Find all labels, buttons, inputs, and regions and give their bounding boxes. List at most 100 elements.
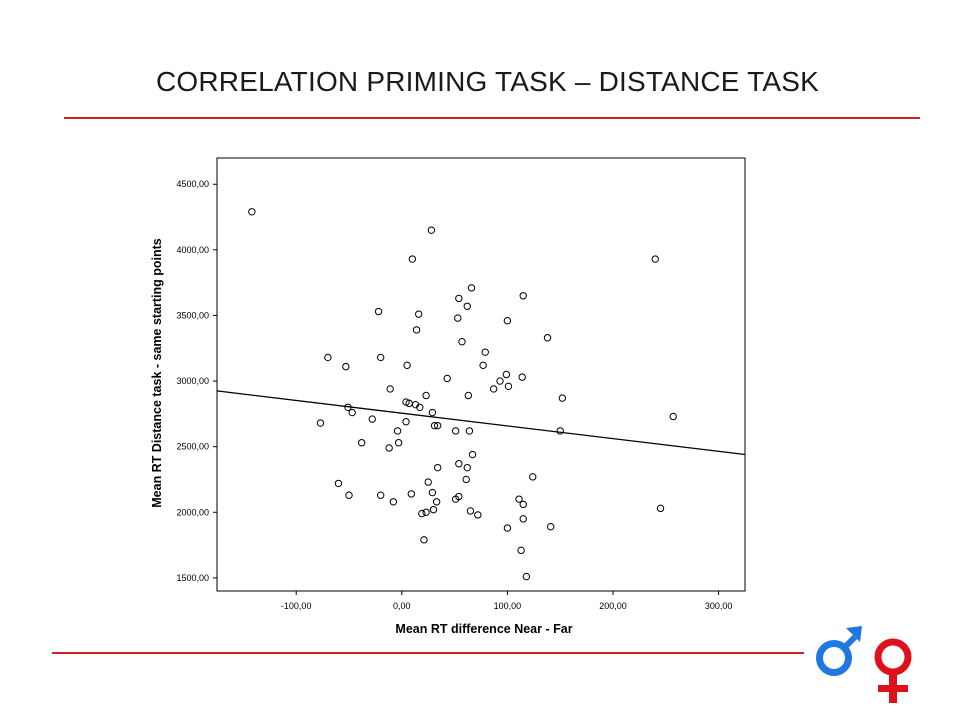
- data-point: [386, 385, 394, 393]
- data-point: [414, 310, 423, 318]
- data-point: [451, 427, 460, 435]
- x-tick-label: -100,00: [281, 601, 312, 611]
- data-point: [434, 421, 442, 430]
- data-point: [428, 408, 437, 417]
- data-point: [316, 419, 325, 427]
- y-tick-label: 4000,00: [176, 245, 209, 255]
- data-point: [376, 353, 385, 362]
- data-point: [394, 439, 403, 447]
- data-point: [458, 337, 466, 346]
- data-point: [496, 377, 504, 385]
- data-point: [522, 572, 531, 581]
- data-point: [467, 284, 476, 292]
- data-point: [479, 361, 487, 370]
- data-point: [474, 511, 482, 519]
- data-point: [374, 307, 383, 316]
- data-point: [248, 208, 256, 216]
- data-point: [463, 463, 471, 472]
- data-point: [432, 498, 441, 506]
- data-point: [407, 490, 416, 498]
- data-point: [519, 292, 527, 300]
- data-point: [422, 508, 430, 516]
- data-point: [348, 408, 356, 417]
- data-point: [517, 546, 525, 555]
- data-point: [504, 382, 513, 391]
- data-point: [428, 488, 437, 497]
- data-point: [464, 391, 473, 400]
- data-point: [558, 394, 567, 402]
- data-point: [455, 460, 463, 468]
- y-tick-label: 1500,00: [176, 573, 209, 583]
- data-point: [429, 505, 438, 514]
- data-point: [515, 495, 523, 503]
- y-tick-label: 2000,00: [176, 507, 209, 517]
- data-point: [376, 491, 385, 499]
- y-tick-label: 3500,00: [176, 310, 209, 320]
- data-point: [424, 478, 432, 486]
- data-point: [403, 361, 411, 370]
- data-point: [393, 427, 402, 435]
- data-point: [466, 507, 475, 515]
- data-point: [481, 348, 489, 356]
- data-point: [334, 479, 343, 488]
- data-point: [543, 334, 552, 342]
- plot-frame: [216, 157, 746, 592]
- data-point: [503, 524, 512, 532]
- data-point: [468, 450, 477, 459]
- y-axis-ticks: 1500,00 2000,00 2500,00 3000,00 3500,00 4000,…: [176, 179, 217, 583]
- data-point: [324, 353, 332, 362]
- data-point: [489, 385, 498, 393]
- data-point: [519, 515, 527, 523]
- data-point: [368, 415, 376, 423]
- data-point: [651, 255, 659, 263]
- data-point: [656, 504, 665, 513]
- title-underline: [64, 117, 920, 119]
- data-point: [416, 403, 424, 412]
- y-axis-title: Mean RT Distance task - same starting po…: [150, 238, 164, 508]
- x-tick-label: 300,00: [705, 601, 733, 611]
- data-points: [248, 208, 677, 581]
- y-tick-label: 2500,00: [176, 442, 209, 452]
- data-point: [462, 475, 470, 484]
- data-point: [518, 373, 526, 381]
- data-point: [420, 536, 428, 544]
- x-axis-ticks: -100,00 0,00 100,00 200,00 300,00: [281, 591, 732, 611]
- data-point: [430, 421, 439, 430]
- data-point: [345, 491, 353, 499]
- data-point: [427, 226, 436, 234]
- data-point: [503, 317, 512, 325]
- x-axis-title: Mean RT difference Near - Far: [395, 622, 572, 636]
- x-tick-label: 100,00: [494, 601, 522, 611]
- data-point: [342, 362, 350, 371]
- female-symbol-icon: [874, 638, 912, 703]
- data-point: [389, 498, 398, 506]
- x-tick-label: 200,00: [599, 601, 627, 611]
- data-point: [546, 523, 555, 531]
- gender-symbols: [816, 626, 912, 703]
- data-point: [402, 418, 410, 426]
- data-point: [455, 294, 463, 303]
- slide-title: CORRELATION PRIMING TASK – DISTANCE TASK: [155, 66, 819, 97]
- data-point: [434, 463, 442, 472]
- regression-line: [216, 390, 746, 456]
- y-tick-label: 3000,00: [176, 376, 209, 386]
- footer-rule: [52, 652, 804, 654]
- data-point: [451, 495, 460, 503]
- data-point: [357, 439, 366, 447]
- data-point: [454, 314, 462, 322]
- data-point: [418, 509, 426, 518]
- x-tick-label: 0,00: [393, 601, 411, 611]
- data-point: [465, 427, 474, 435]
- data-point: [529, 473, 537, 481]
- male-symbol-icon: [816, 626, 862, 676]
- data-point: [463, 302, 471, 310]
- data-point: [502, 370, 511, 379]
- data-point: [408, 255, 417, 263]
- data-point: [385, 444, 393, 452]
- data-point: [412, 326, 421, 334]
- y-tick-label: 4500,00: [176, 179, 209, 189]
- data-point: [556, 427, 564, 435]
- data-point: [519, 500, 527, 509]
- data-point: [669, 412, 677, 421]
